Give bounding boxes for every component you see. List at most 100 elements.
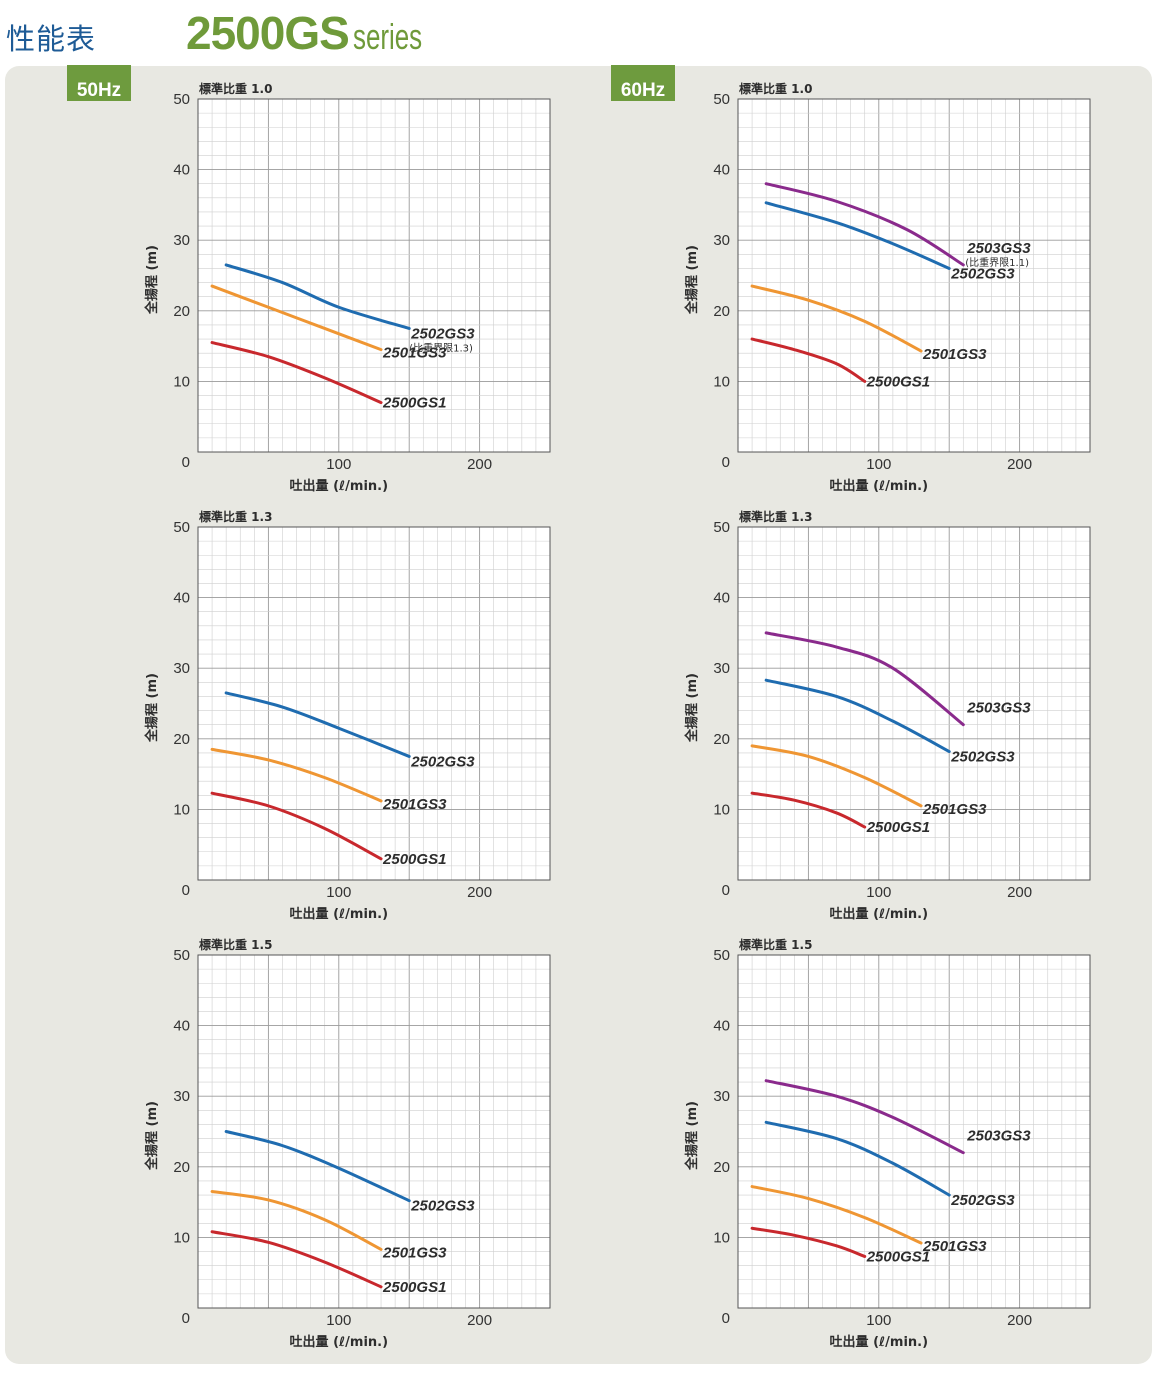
y-tick-label: 10 (173, 373, 190, 390)
curve-2501GS3 (750, 1185, 923, 1245)
series-label-2501GS3: 2501GS3 (382, 1244, 447, 1261)
series-label-2502GS3: 2502GS3 (950, 749, 1015, 766)
plot-border (737, 954, 1091, 1309)
x-tick-label: 100 (866, 456, 891, 473)
y-tick-label: 50 (173, 947, 190, 964)
y-tick-label: 30 (713, 232, 730, 249)
curve-2501GS3 (210, 284, 383, 352)
y-tick-label: 20 (713, 303, 730, 320)
curve-2501GS3 (750, 744, 923, 808)
curve-2502GS3 (764, 1120, 951, 1197)
series-label-2502GS3: 2502GS3 (950, 1192, 1015, 1209)
y-tick-label: 30 (713, 1088, 730, 1105)
plot-border (737, 98, 1091, 453)
frequency-tag-50hz: 50Hz (67, 65, 131, 101)
x-tick-label: 200 (467, 1312, 492, 1329)
gravity-label: 標準比重 1.0 (739, 81, 812, 96)
series-label-2500GS1: 2500GS1 (382, 851, 446, 868)
gravity-label: 標準比重 1.3 (199, 509, 272, 524)
y-tick-label: 10 (713, 1229, 730, 1246)
plot-area (738, 99, 1090, 452)
y-tick-label: 40 (713, 590, 730, 607)
series-label-2500GS1: 2500GS1 (866, 1248, 930, 1265)
curve-2500GS1 (750, 337, 867, 383)
x-axis-label: 吐出量 (ℓ/min.) (830, 1334, 928, 1350)
y-tick-label: 0 (722, 454, 730, 471)
curve-2503GS3 (764, 631, 965, 727)
curve-2500GS1 (750, 791, 867, 829)
curve-2503GS3 (764, 182, 965, 267)
curve-2500GS1 (750, 1226, 867, 1258)
curve-2503GS3 (764, 1079, 965, 1155)
y-tick-label: 20 (173, 731, 190, 748)
y-tick-label: 0 (182, 454, 190, 471)
series-note-2502GS3: (比重界限1.3) (409, 341, 473, 354)
y-tick-label: 50 (713, 947, 730, 964)
plot-area (198, 955, 550, 1308)
curve-2502GS3 (224, 263, 411, 330)
series-label-2501GS3: 2501GS3 (382, 345, 447, 362)
series-label-2502GS3: 2502GS3 (410, 325, 475, 342)
y-tick-label: 20 (173, 303, 190, 320)
y-tick-label: 10 (173, 801, 190, 818)
y-tick-label: 20 (713, 1159, 730, 1176)
series-label-2502GS3: 2502GS3 (410, 1198, 475, 1215)
x-tick-label: 200 (467, 884, 492, 901)
y-tick-label: 20 (173, 1159, 190, 1176)
series-note-2503GS3: (比重界限1.1) (965, 256, 1029, 269)
y-tick-label: 0 (722, 882, 730, 899)
x-axis-label: 吐出量 (ℓ/min.) (290, 478, 388, 494)
chart-4: 0 10 20 30 40 50 100 200 標準比重 1.5 全揚程 (m) 吐出量 (ℓ/m… (144, 937, 551, 1350)
plot-border (737, 526, 1091, 881)
x-tick-label: 200 (467, 456, 492, 473)
x-tick-label: 100 (326, 884, 351, 901)
curve-2502GS3 (764, 201, 951, 270)
y-axis-label: 全揚程 (m) (144, 673, 160, 743)
series-label-2500GS1: 2500GS1 (866, 819, 930, 836)
x-tick-label: 200 (1007, 456, 1032, 473)
y-tick-label: 10 (173, 1229, 190, 1246)
y-tick-label: 50 (173, 519, 190, 536)
series-label-2502GS3: 2502GS3 (950, 265, 1015, 282)
x-tick-label: 100 (866, 1312, 891, 1329)
chart-5: 0 10 20 30 40 50 100 200 標準比重 1.5 全揚程 (m) 吐出量 (ℓ/m… (684, 937, 1091, 1350)
y-axis-label: 全揚程 (m) (684, 245, 700, 315)
plot-border (197, 98, 551, 453)
y-tick-label: 40 (173, 590, 190, 607)
chart-3: 0 10 20 30 40 50 100 200 標準比重 1.3 全揚程 (m) 吐出量 (ℓ/m… (684, 509, 1091, 922)
series-label-2503GS3: 2503GS3 (966, 1128, 1031, 1145)
y-tick-label: 0 (182, 882, 190, 899)
x-tick-label: 100 (326, 456, 351, 473)
y-axis-label: 全揚程 (m) (144, 1101, 160, 1171)
chart-2: 0 10 20 30 40 50 100 200 標準比重 1.3 全揚程 (m) 吐出量 (ℓ/m… (144, 509, 551, 922)
series-label-2500GS1: 2500GS1 (866, 373, 930, 390)
y-tick-label: 10 (713, 373, 730, 390)
gravity-label: 標準比重 1.5 (199, 937, 272, 952)
series-label-2501GS3: 2501GS3 (922, 346, 987, 363)
y-tick-label: 30 (173, 1088, 190, 1105)
y-axis-label: 全揚程 (m) (144, 245, 160, 315)
x-tick-label: 200 (1007, 884, 1032, 901)
y-tick-label: 40 (713, 1018, 730, 1035)
gravity-label: 標準比重 1.3 (739, 509, 812, 524)
y-tick-label: 40 (713, 162, 730, 179)
y-axis-label: 全揚程 (m) (684, 673, 700, 743)
series-label-2501GS3: 2501GS3 (382, 796, 447, 813)
x-axis-label: 吐出量 (ℓ/min.) (290, 906, 388, 922)
x-tick-label: 200 (1007, 1312, 1032, 1329)
curve-2500GS1 (210, 791, 383, 861)
y-tick-label: 40 (173, 162, 190, 179)
series-label-2502GS3: 2502GS3 (410, 753, 475, 770)
series-label-2500GS1: 2500GS1 (382, 395, 446, 412)
frequency-tag-60hz: 60Hz (611, 65, 675, 101)
series-title: 2500GS series (186, 6, 449, 60)
series-model: 2500GS (186, 7, 350, 59)
y-tick-label: 30 (173, 232, 190, 249)
series-label-2500GS1: 2500GS1 (382, 1279, 446, 1296)
chart-1: 0 10 20 30 40 50 100 200 標準比重 1.0 全揚程 (m) 吐出量 (ℓ/m… (684, 81, 1091, 494)
series-label-2501GS3: 2501GS3 (922, 801, 987, 818)
curve-2501GS3 (210, 747, 383, 803)
curve-2500GS1 (210, 341, 383, 405)
x-axis-label: 吐出量 (ℓ/min.) (290, 1334, 388, 1350)
x-tick-label: 100 (866, 884, 891, 901)
